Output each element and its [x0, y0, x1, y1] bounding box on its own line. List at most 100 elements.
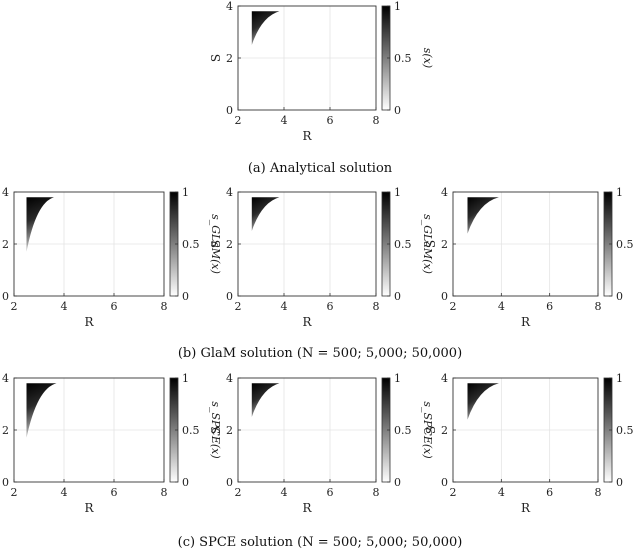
x-tick-label: 4 [498, 300, 505, 313]
x-tick-label: 4 [281, 486, 288, 499]
x-tick-label: 2 [235, 486, 242, 499]
x-tick-label: 6 [546, 486, 553, 499]
x-tick-label: 2 [11, 300, 18, 313]
x-tick-label: 8 [595, 486, 602, 499]
heat-region [26, 197, 54, 252]
y-tick-label: 0 [226, 476, 233, 489]
y-tick-label: 4 [441, 372, 448, 385]
caption-a: (a) Analytical solution [248, 161, 393, 176]
x-axis-label: R [302, 129, 312, 143]
x-tick-label: 6 [546, 300, 553, 313]
colorbar-tick-label: 0 [394, 290, 401, 303]
x-tick-label: 2 [235, 300, 242, 313]
colorbar-label: s(x) [421, 48, 434, 68]
heat-region [251, 383, 280, 417]
colorbar-tick-label: 1 [616, 372, 623, 385]
y-axis-label: S [424, 426, 438, 434]
y-tick-label: 0 [2, 290, 9, 303]
x-axis-label: R [84, 315, 94, 329]
colorbar-tick-label: 0 [394, 476, 401, 489]
colorbar-tick-label: 0.5 [616, 424, 634, 437]
y-axis-label: S [209, 240, 223, 248]
x-tick-label: 6 [327, 486, 334, 499]
x-tick-label: 8 [373, 300, 380, 313]
y-tick-label: 4 [2, 372, 9, 385]
caption-b: (b) GlaM solution (N = 500; 5,000; 50,00… [178, 346, 462, 361]
x-tick-label: 8 [161, 486, 168, 499]
colorbar-tick-label: 0 [616, 290, 623, 303]
x-tick-label: 4 [281, 300, 288, 313]
colorbar-tick-label: 0.5 [394, 238, 412, 251]
heat-region [251, 197, 280, 231]
x-axis-label: R [521, 501, 531, 515]
y-tick-label: 4 [2, 186, 9, 199]
x-tick-label: 2 [11, 486, 18, 499]
y-tick-label: 0 [2, 476, 9, 489]
y-tick-label: 2 [441, 238, 448, 251]
colorbar-tick-label: 1 [394, 372, 401, 385]
y-axis-label: S [424, 240, 438, 248]
x-tick-label: 4 [61, 486, 68, 499]
colorbar-tick-label: 0.5 [394, 424, 412, 437]
y-tick-label: 0 [441, 476, 448, 489]
x-tick-label: 4 [61, 300, 68, 313]
x-tick-label: 8 [161, 300, 168, 313]
y-tick-label: 4 [226, 0, 233, 13]
y-tick-label: 2 [2, 238, 9, 251]
x-tick-label: 2 [450, 486, 457, 499]
x-tick-label: 6 [327, 300, 334, 313]
x-tick-label: 6 [111, 486, 118, 499]
colorbar-label: s_GLaM(x) [421, 214, 434, 274]
x-axis-label: R [521, 315, 531, 329]
colorbar-tick-label: 0.5 [182, 424, 200, 437]
colorbar-tick-label: 1 [182, 186, 189, 199]
x-axis-label: R [302, 315, 312, 329]
x-tick-label: 2 [235, 114, 242, 127]
x-tick-label: 6 [327, 114, 334, 127]
colorbar-tick-label: 0.5 [616, 238, 634, 251]
colorbar-tick-label: 0.5 [394, 52, 412, 65]
heat-region [467, 383, 499, 420]
x-tick-label: 8 [595, 300, 602, 313]
x-tick-label: 6 [111, 300, 118, 313]
heat-region [251, 11, 280, 45]
x-axis-label: R [84, 501, 94, 515]
colorbar-tick-label: 1 [182, 372, 189, 385]
x-axis-label: R [302, 501, 312, 515]
y-tick-label: 2 [226, 52, 233, 65]
y-tick-label: 0 [441, 290, 448, 303]
colorbar-tick-label: 0 [182, 290, 189, 303]
heat-region [467, 197, 499, 234]
y-tick-label: 4 [441, 186, 448, 199]
x-tick-label: 4 [281, 114, 288, 127]
colorbar-tick-label: 1 [616, 186, 623, 199]
colorbar-label: s_GLaM(x) [209, 214, 222, 274]
colorbar-label: s_SPCE(x) [209, 401, 222, 458]
y-tick-label: 2 [226, 238, 233, 251]
x-tick-label: 8 [373, 486, 380, 499]
y-tick-label: 0 [226, 104, 233, 117]
colorbar-tick-label: 0 [616, 476, 623, 489]
y-tick-label: 2 [226, 424, 233, 437]
caption-c: (c) SPCE solution (N = 500; 5,000; 50,00… [178, 535, 463, 548]
x-tick-label: 2 [450, 300, 457, 313]
y-tick-label: 4 [226, 372, 233, 385]
y-tick-label: 0 [226, 290, 233, 303]
colorbar-label: s_SPCE(x) [421, 401, 434, 458]
y-tick-label: 4 [226, 186, 233, 199]
x-tick-label: 4 [498, 486, 505, 499]
heat-region [26, 383, 57, 438]
y-axis-label: S [209, 54, 223, 62]
x-tick-label: 8 [373, 114, 380, 127]
y-axis-label: S [209, 426, 223, 434]
y-tick-label: 2 [441, 424, 448, 437]
colorbar-tick-label: 0 [394, 104, 401, 117]
y-tick-label: 2 [2, 424, 9, 437]
